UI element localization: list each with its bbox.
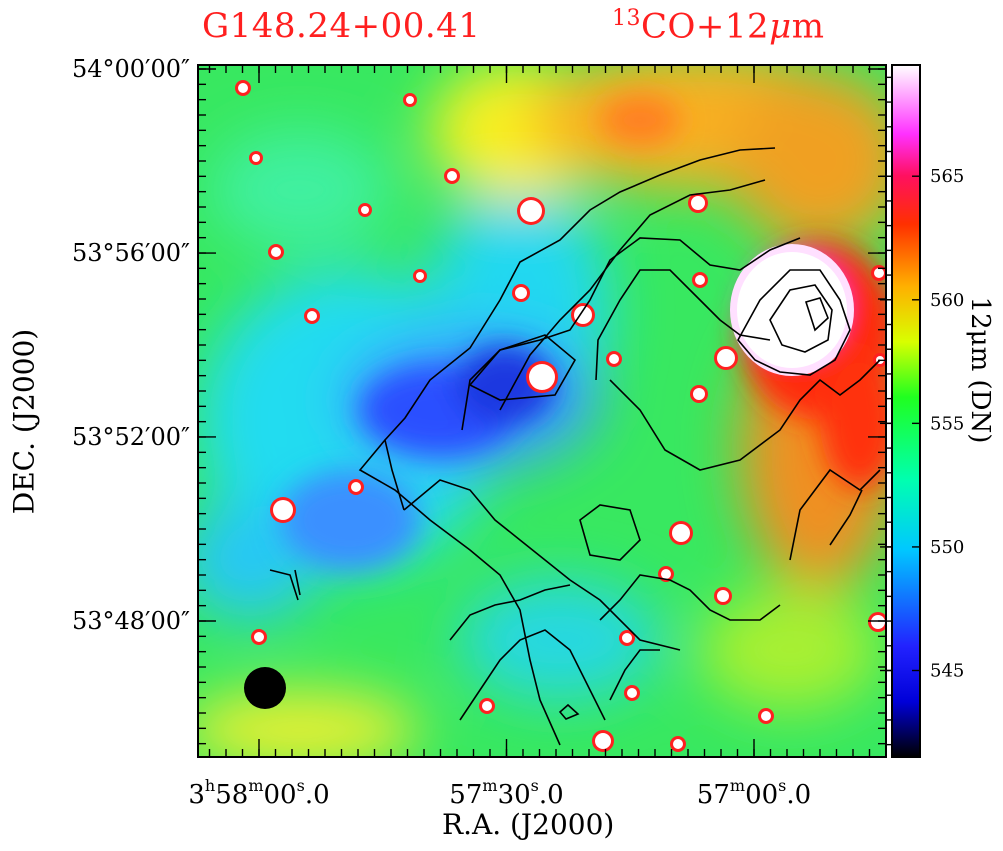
- star-core: [529, 364, 555, 390]
- y-axis-label: DEC. (J2000): [7, 328, 41, 515]
- star-core: [717, 349, 735, 367]
- star-core: [691, 196, 705, 210]
- star-core: [874, 268, 884, 278]
- minor-ticks: [198, 65, 886, 757]
- star-core: [695, 275, 705, 285]
- y-tick-label: 53°48′00″: [72, 607, 190, 635]
- star-core: [515, 287, 527, 299]
- star-core: [406, 96, 414, 104]
- star-core: [717, 590, 729, 602]
- contour-east-lower: [609, 359, 881, 471]
- colorbar: [892, 65, 920, 757]
- star-core: [271, 247, 281, 257]
- star-core: [661, 569, 671, 579]
- y-tick-label: 54°00′00″: [72, 55, 190, 83]
- star-core: [673, 739, 683, 749]
- star-core: [627, 688, 637, 698]
- contour-south-branch-4: [609, 649, 660, 701]
- intensity-map: [198, 65, 886, 757]
- contour-peak-3: [804, 297, 829, 332]
- y-tick-labels: 54°00′00″ 53°56′00″ 53°52′00″ 53°48′00″: [72, 55, 190, 635]
- colorbar-tick-label: 560: [930, 290, 964, 311]
- x-tick-labels: 3h58m00s.0 57m30s.0 57m00s.0: [188, 776, 811, 810]
- contour-outer: [384, 147, 776, 511]
- contour-south-branch-1: [449, 584, 571, 641]
- beam-marker: [244, 667, 286, 709]
- star-core: [361, 206, 369, 214]
- star-core: [693, 388, 705, 400]
- star-core: [447, 171, 457, 181]
- star-core: [482, 701, 492, 711]
- contour-west-fragment-2: [294, 569, 301, 596]
- contour-level2: [499, 179, 766, 411]
- star-core: [307, 311, 317, 321]
- star-core: [871, 615, 885, 629]
- contour-inner-hole: [468, 334, 577, 401]
- y-tick-label: 53°56′00″: [72, 239, 190, 267]
- source-title: G148.24+00.41: [202, 6, 480, 46]
- contour-east-tail-2: [829, 489, 863, 546]
- star-core: [252, 154, 260, 162]
- star-core: [622, 633, 632, 643]
- contour-peak-2: [769, 284, 833, 353]
- x-tick-label: 57m00s.0: [697, 776, 811, 810]
- contour-peak-1: [737, 269, 851, 376]
- star-core: [761, 711, 771, 721]
- contour-south-lower: [358, 439, 561, 746]
- star-core: [238, 83, 248, 93]
- star-core: [574, 306, 592, 324]
- star-core: [254, 632, 264, 642]
- contour-south-lower-2: [403, 479, 681, 651]
- contour-south-blob: [579, 504, 641, 561]
- star-core: [672, 524, 690, 542]
- colorbar-tick-label: 550: [930, 537, 964, 558]
- star-core: [416, 272, 424, 280]
- star-core: [351, 482, 361, 492]
- contour-south-branch-3: [599, 574, 781, 621]
- colorbar-axis-label: 12μm (DN): [965, 296, 995, 444]
- contour-level4: [595, 269, 771, 381]
- colorbar-ticks: [880, 76, 920, 746]
- contour-south-branch-2: [459, 629, 606, 721]
- tracer-mu: μ: [769, 6, 792, 47]
- star-core: [273, 500, 293, 520]
- source-title-text: G148.24+00.41: [202, 6, 481, 46]
- tracer-isotope: 13: [612, 6, 641, 31]
- y-tick-label: 53°52′00″: [72, 423, 190, 451]
- star-core: [520, 200, 542, 222]
- star-core: [595, 733, 611, 749]
- contour-small-loop: [558, 703, 580, 720]
- co-contours: [269, 147, 881, 746]
- x-tick-label: 3h58m00s.0: [188, 776, 329, 810]
- tracer-text: CO+12: [641, 6, 770, 47]
- star-core: [609, 354, 619, 364]
- contour-east-tail: [789, 468, 881, 561]
- contour-west-fragment: [269, 569, 299, 601]
- x-axis-label: R.A. (J2000): [442, 808, 615, 841]
- colorbar-tick-label: 545: [930, 661, 964, 682]
- plot-frame: [197, 64, 887, 758]
- tracer-unit: m: [791, 6, 825, 47]
- point-sources: [235, 80, 886, 752]
- colorbar-tick-labels: 545 550 555 560 565: [930, 166, 964, 681]
- tracer-title: 13CO+12μm: [612, 6, 825, 46]
- colorbar-frame: [891, 64, 921, 758]
- colorbar-tick-label: 565: [930, 166, 964, 187]
- x-tick-label: 57m30s.0: [449, 776, 563, 810]
- colorbar-tick-label: 555: [930, 413, 964, 434]
